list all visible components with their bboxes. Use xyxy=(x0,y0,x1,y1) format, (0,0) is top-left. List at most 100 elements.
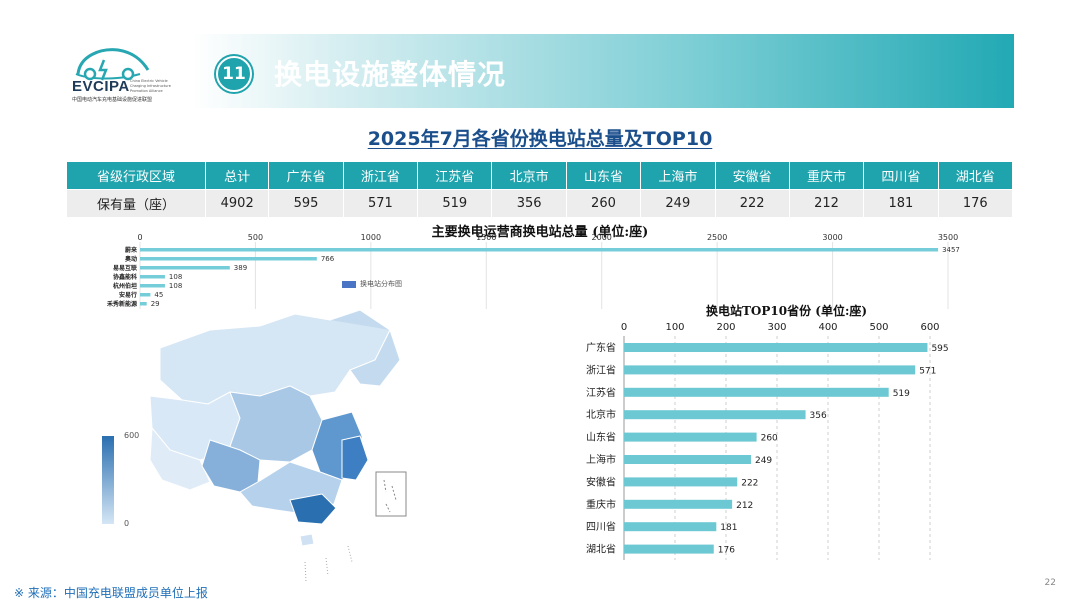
summary-table: 省级行政区域 总计 广东省 浙江省 江苏省 北京市 山东省 上海市 安徽省 重庆… xyxy=(66,161,1014,218)
summary-value-cell: 249 xyxy=(640,189,716,218)
data-label: 222 xyxy=(741,478,758,488)
evcipa-logo xyxy=(75,48,150,81)
bar xyxy=(624,343,928,352)
summary-header-cell: 上海市 xyxy=(640,161,716,190)
axis-tick-label: 2500 xyxy=(707,233,727,242)
bar xyxy=(624,365,916,375)
bar xyxy=(140,248,939,252)
summary-header-cell: 安徽省 xyxy=(714,161,790,190)
data-label: 389 xyxy=(234,264,247,272)
summary-value-cell: 212 xyxy=(788,189,865,218)
category-label: 禾秀新能源 xyxy=(107,300,137,308)
category-label: 杭州伯坦 xyxy=(113,282,137,290)
summary-value-cell: 176 xyxy=(937,189,1014,218)
summary-value-cell: 260 xyxy=(565,189,642,218)
summary-value-cell: 222 xyxy=(714,189,790,218)
category-label: 重庆市 xyxy=(586,498,616,511)
data-label: 519 xyxy=(893,389,910,399)
summary-value-row: 保有量（座） 4902 595 571 519 356 260 249 222 … xyxy=(66,189,1014,218)
bar xyxy=(624,387,889,397)
map-scale-max: 600 xyxy=(124,431,139,440)
axis-tick-label: 400 xyxy=(818,322,837,333)
map-region-zhejiang xyxy=(341,435,369,481)
bar xyxy=(624,410,806,420)
data-label: 595 xyxy=(931,344,948,354)
summary-header-cell: 四川省 xyxy=(863,161,939,190)
data-label: 766 xyxy=(321,255,335,263)
summary-value-cell: 181 xyxy=(863,189,939,218)
summary-header-cell: 江苏省 xyxy=(417,161,493,190)
section-number-badge: 11 xyxy=(216,56,252,92)
map-region-tibet xyxy=(149,426,211,491)
summary-value-cell: 4902 xyxy=(204,189,270,218)
logo-text: EVCIPA xyxy=(72,78,130,95)
bar xyxy=(140,302,147,306)
data-label: 571 xyxy=(919,366,936,376)
china-distribution-map: 600 0 xyxy=(102,309,407,583)
bar xyxy=(624,455,751,464)
bar xyxy=(624,432,757,442)
data-label: 29 xyxy=(151,300,160,308)
data-label: 212 xyxy=(736,501,753,511)
axis-tick-label: 300 xyxy=(767,322,786,333)
data-label: 249 xyxy=(755,456,772,466)
map-legend: 换电站分布图 xyxy=(342,279,402,289)
bar xyxy=(624,477,738,487)
data-label: 45 xyxy=(154,291,163,299)
summary-header-cell: 广东省 xyxy=(268,161,344,190)
axis-tick-label: 2000 xyxy=(592,233,612,242)
bar xyxy=(140,284,165,288)
map-scale-min: 0 xyxy=(124,519,129,528)
province-top10-chart: 0 100 200 300 400 500 600 广东省 595 浙江省 571 江苏省 519 北京市… xyxy=(586,322,949,560)
south-china-sea-inset xyxy=(375,471,407,517)
data-label: 108 xyxy=(169,273,182,281)
data-label: 356 xyxy=(810,411,827,421)
axis-tick-label: 3500 xyxy=(938,233,958,242)
axis-tick-label: 0 xyxy=(137,233,142,242)
source-footnote: ※ 来源：中国充电联盟成员单位上报 xyxy=(14,586,208,600)
axis-tick-label: 500 xyxy=(869,322,888,333)
south-sea-dashes xyxy=(383,479,397,513)
page-number: 22 xyxy=(1044,578,1056,588)
summary-header-row: 省级行政区域 总计 广东省 浙江省 江苏省 北京市 山东省 上海市 安徽省 重庆… xyxy=(66,161,1014,190)
summary-header-cell: 总计 xyxy=(204,161,270,190)
category-label: 蔚来 xyxy=(125,246,138,254)
axis-tick-label: 1500 xyxy=(476,233,496,242)
bar xyxy=(624,499,733,509)
map-region-hainan xyxy=(299,533,315,547)
axis-tick-label: 0 xyxy=(621,322,627,333)
category-label: 广东省 xyxy=(586,341,616,354)
operator-chart-title: 主要换电运营商换电站总量 (单位:座) xyxy=(431,225,649,240)
category-label: 奥动 xyxy=(125,255,137,263)
main-title: 2025年7月各省份换电站总量及TOP10 xyxy=(367,128,713,150)
map-color-scale xyxy=(102,436,114,524)
data-label: 3457 xyxy=(942,246,960,254)
bar xyxy=(624,522,717,532)
category-label: 四川省 xyxy=(586,520,616,533)
bar xyxy=(140,275,165,279)
category-label: 浙江省 xyxy=(586,363,616,376)
province-chart-title: 换电站TOP10省份 (单位:座) xyxy=(706,304,868,318)
category-label: 湖北省 xyxy=(586,543,616,556)
category-label: 易易互联 xyxy=(112,264,137,272)
category-label: 协鑫能科 xyxy=(113,273,137,281)
axis-tick-label: 3000 xyxy=(822,233,842,242)
axis-tick-label: 1000 xyxy=(361,233,381,242)
summary-header-cell: 北京市 xyxy=(491,161,567,190)
map-legend-label: 换电站分布图 xyxy=(360,280,402,288)
category-label: 安易行 xyxy=(119,291,137,299)
category-label: 北京市 xyxy=(586,408,616,421)
axis-tick-label: 200 xyxy=(716,322,735,333)
axis-tick-label: 500 xyxy=(248,233,263,242)
summary-header-cell: 重庆市 xyxy=(788,161,865,190)
map-islands xyxy=(304,545,353,583)
map-region-northeast xyxy=(329,309,401,387)
data-label: 181 xyxy=(720,523,737,533)
data-label: 108 xyxy=(169,282,182,290)
category-label: 山东省 xyxy=(586,431,616,444)
bar xyxy=(140,266,230,270)
logo-side-text: China Electric Vehicle Charging Infrastr… xyxy=(130,79,171,93)
bar xyxy=(624,544,714,554)
summary-value-cell: 356 xyxy=(491,189,567,218)
category-label: 江苏省 xyxy=(586,386,616,399)
